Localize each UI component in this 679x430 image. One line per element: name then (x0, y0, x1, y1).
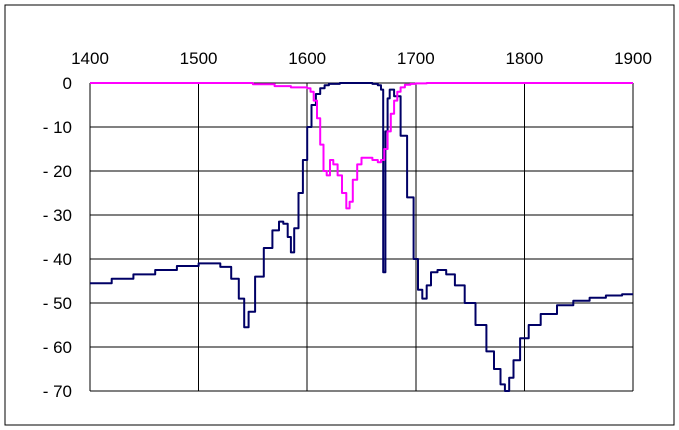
series-line-navy (90, 82, 633, 392)
y-tick-label: 0 (63, 74, 72, 93)
y-tick-label: - 30 (43, 206, 72, 225)
y-tick-label: - 10 (43, 118, 72, 137)
y-tick-label: - 50 (43, 294, 72, 313)
y-tick-label: - 40 (43, 250, 72, 269)
y-tick-label: - 60 (43, 338, 72, 357)
y-tick-label: - 70 (43, 382, 72, 401)
x-tick-label: 1400 (71, 49, 109, 68)
chart-border (4, 4, 675, 426)
y-tick-labels: 0 - 10 - 20 - 30 - 40 - 50 - 60 - 70 (43, 74, 72, 401)
x-tick-labels: 1400 1500 1600 1700 1800 1900 (71, 49, 652, 68)
series-lines (90, 82, 633, 392)
x-tick-label: 1900 (614, 49, 652, 68)
x-tick-label: 1600 (288, 49, 326, 68)
x-tick-label: 1700 (397, 49, 435, 68)
x-tick-label: 1800 (505, 49, 543, 68)
x-tick-label: 1500 (180, 49, 218, 68)
gridlines (89, 82, 634, 392)
y-tick-label: - 20 (43, 162, 72, 181)
series-line-magenta (90, 82, 633, 210)
